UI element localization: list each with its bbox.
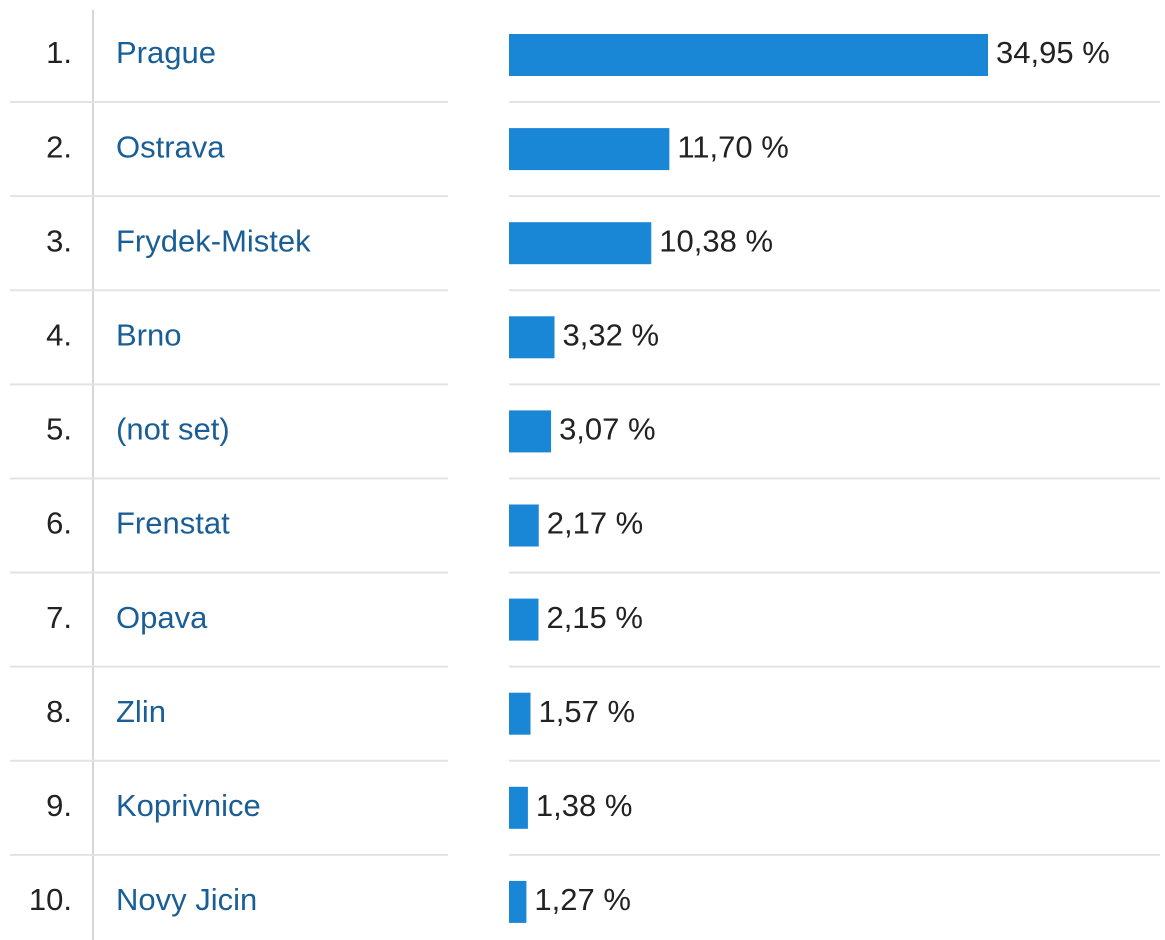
- bar: [509, 786, 528, 829]
- city-link[interactable]: Novy Jicin: [116, 882, 257, 917]
- bar: [509, 316, 555, 359]
- rank: 6.: [46, 506, 72, 541]
- city-link[interactable]: Opava: [116, 600, 208, 635]
- value-label: 2,17 %: [547, 506, 644, 541]
- bar: [509, 504, 539, 547]
- rank: 10.: [29, 882, 72, 917]
- rank: 5.: [46, 412, 72, 447]
- rank: 7.: [46, 600, 72, 635]
- value-label: 1,57 %: [539, 694, 636, 729]
- value-label: 10,38 %: [659, 223, 773, 258]
- value-label: 2,15 %: [546, 600, 643, 635]
- value-label: 3,07 %: [559, 412, 656, 447]
- city-link[interactable]: Koprivnice: [116, 788, 261, 823]
- bar: [509, 410, 552, 453]
- value-label: 3,32 %: [563, 317, 660, 352]
- bar: [509, 692, 531, 735]
- rank: 8.: [46, 694, 72, 729]
- bar: [509, 222, 652, 265]
- city-link[interactable]: Prague: [116, 35, 216, 70]
- bar: [509, 128, 670, 171]
- value-label: 34,95 %: [996, 35, 1110, 70]
- rank: 2.: [46, 129, 72, 164]
- rank: 1.: [46, 35, 72, 70]
- city-link[interactable]: Frenstat: [116, 506, 230, 541]
- city-link[interactable]: Brno: [116, 317, 181, 352]
- value-label: 11,70 %: [677, 129, 788, 164]
- bar: [509, 880, 527, 923]
- value-label: 1,38 %: [536, 788, 633, 823]
- bar: [509, 34, 988, 76]
- city-link[interactable]: Ostrava: [116, 129, 225, 164]
- value-label: 1,27 %: [534, 882, 631, 917]
- rank: 4.: [46, 317, 72, 352]
- city-link[interactable]: (not set): [116, 412, 230, 447]
- rank: 3.: [46, 223, 72, 258]
- bar: [509, 598, 539, 641]
- rank: 9.: [46, 788, 72, 823]
- city-link[interactable]: Zlin: [116, 694, 166, 729]
- city-link[interactable]: Frydek-Mistek: [116, 223, 311, 258]
